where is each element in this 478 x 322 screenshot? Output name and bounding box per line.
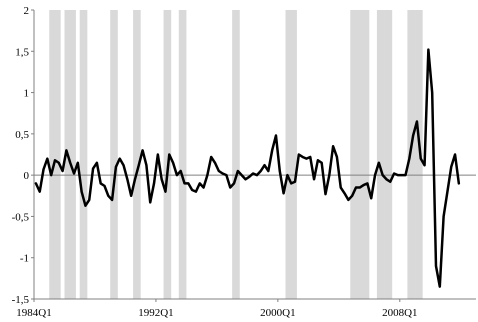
x-tick-label: 1992Q1 xyxy=(138,307,173,319)
y-tick-label: 1,5 xyxy=(15,46,29,58)
y-tick-label: 2 xyxy=(24,5,30,17)
shaded-band-2 xyxy=(64,10,76,299)
y-tick-label: 0,5 xyxy=(15,129,29,141)
shaded-band-3 xyxy=(79,10,88,299)
x-tick-label: 2008Q1 xyxy=(382,307,417,319)
y-tick-label: 1 xyxy=(24,88,30,100)
x-tick-label: 2000Q1 xyxy=(260,307,295,319)
shaded-band-8 xyxy=(232,10,240,299)
shaded-band-1 xyxy=(49,10,61,299)
shaded-band-5 xyxy=(133,10,141,299)
y-tick-label: 0 xyxy=(24,170,30,182)
shaded-band-4 xyxy=(110,10,118,299)
shaded-band-6 xyxy=(163,10,172,299)
x-tick-label: 1984Q1 xyxy=(16,307,51,319)
series-layer xyxy=(34,48,461,288)
y-tick-label: -1 xyxy=(20,253,29,265)
y-tick-label: -1,5 xyxy=(12,294,30,306)
shaded-band-9 xyxy=(285,10,297,299)
shaded-band-14 xyxy=(415,10,423,299)
shaded-band-10 xyxy=(350,10,370,299)
y-tick-label: -0,5 xyxy=(12,211,30,223)
shaded-periods xyxy=(49,10,423,299)
shaded-band-7 xyxy=(178,10,187,299)
tick-labels: -1,5 -1 -0,5 0 0,5 1 1,5 2 1984Q1 1992Q1 2000Q1 200… xyxy=(12,5,418,319)
series-line xyxy=(34,48,461,288)
shaded-band-12 xyxy=(384,10,393,299)
shaded-band-11 xyxy=(376,10,385,299)
